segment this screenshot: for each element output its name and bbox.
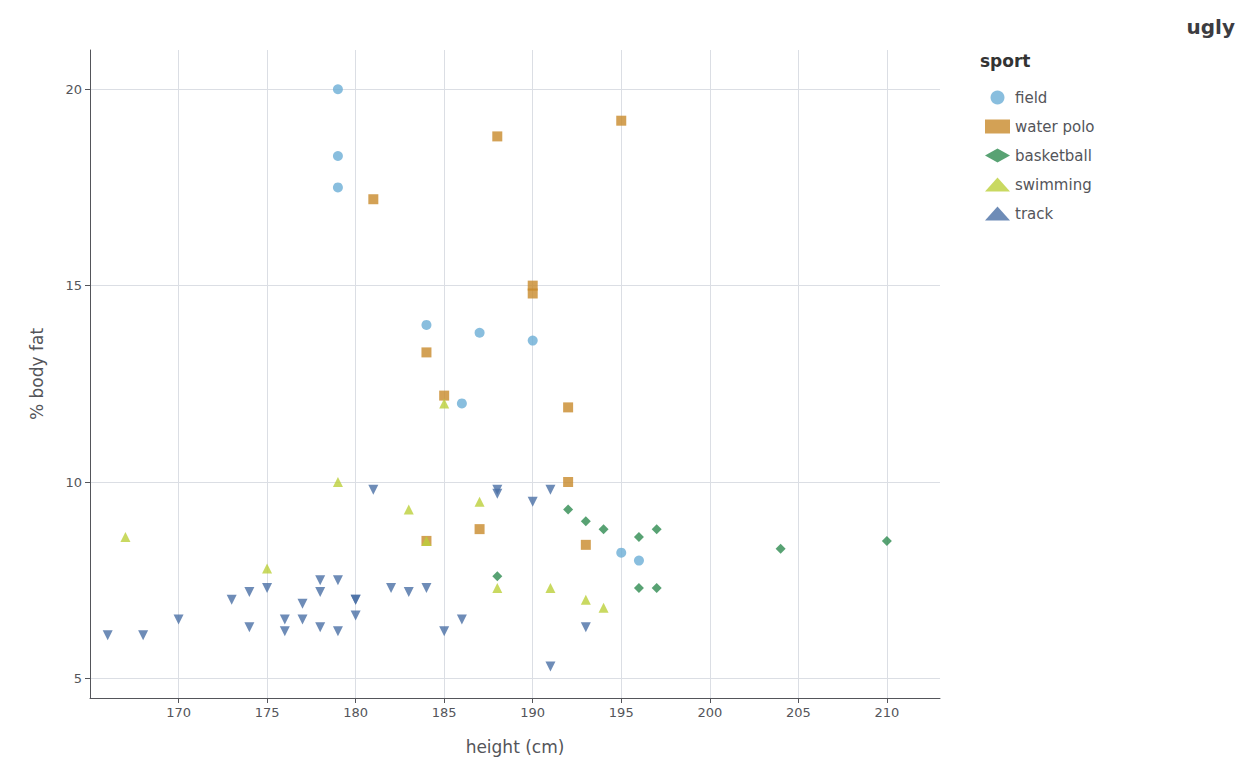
svg-text:195: 195 [609, 705, 634, 720]
svg-text:190: 190 [520, 705, 545, 720]
svg-text:5: 5 [74, 671, 82, 686]
svg-text:basketball: basketball [1015, 147, 1092, 165]
svg-text:20: 20 [65, 82, 82, 97]
svg-text:field: field [1015, 89, 1047, 107]
svg-text:% body fat: % body fat [27, 328, 47, 420]
svg-text:175: 175 [255, 705, 280, 720]
svg-text:205: 205 [786, 705, 811, 720]
svg-text:180: 180 [343, 705, 368, 720]
svg-text:height (cm): height (cm) [466, 737, 565, 757]
svg-text:210: 210 [874, 705, 899, 720]
svg-text:water polo: water polo [1015, 118, 1095, 136]
svg-text:185: 185 [432, 705, 457, 720]
svg-text:15: 15 [65, 278, 82, 293]
svg-text:sport: sport [980, 51, 1030, 71]
svg-text:170: 170 [166, 705, 191, 720]
svg-text:200: 200 [697, 705, 722, 720]
svg-text:swimming: swimming [1015, 176, 1092, 194]
svg-text:10: 10 [65, 475, 82, 490]
svg-text:ugly: ugly [1187, 15, 1235, 39]
svg-text:track: track [1015, 205, 1053, 223]
